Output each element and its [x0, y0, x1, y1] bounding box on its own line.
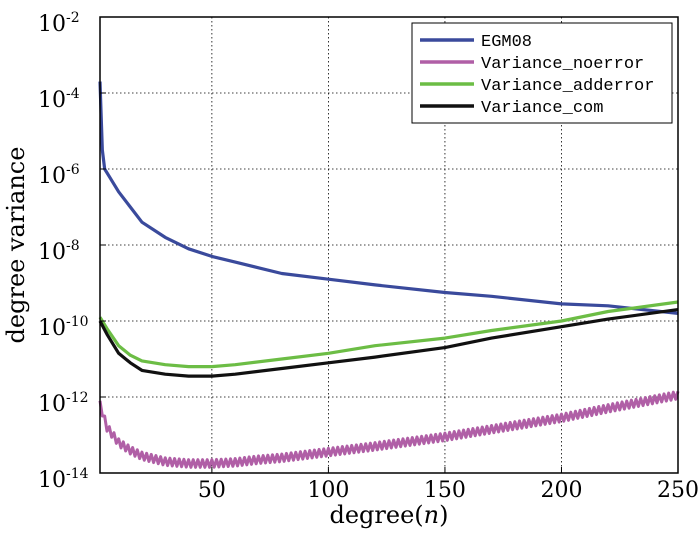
- y-axis-label: degree variance: [2, 147, 30, 344]
- legend: EGM08 Variance_noerror Variance_adderror Va…: [411, 22, 673, 124]
- x-axis-label-suffix: ): [439, 501, 448, 529]
- axis-ticks: 50 100 150 200 250 10-2 10-4 10-6 10-8 10-10 10-12…: [38, 10, 699, 503]
- x-tick-label: 250: [657, 478, 699, 503]
- legend-label: Variance_noerror: [481, 55, 644, 74]
- y-tick-label: 10-6: [38, 162, 80, 189]
- x-axis-label-prefix: degree(: [329, 501, 423, 529]
- x-axis-label: degree(n): [329, 501, 448, 529]
- series-line-0: [98, 81, 679, 315]
- y-tick-label: 10-8: [38, 238, 80, 265]
- x-axis-label-var: n: [424, 501, 439, 529]
- x-tick-label: 200: [540, 478, 582, 503]
- series-line-3: [98, 308, 679, 378]
- y-tick-label: 10-2: [38, 10, 80, 37]
- y-tick-label: 10-12: [38, 390, 89, 417]
- series-line-2: [98, 300, 679, 369]
- y-tick-label: 10-4: [38, 86, 80, 113]
- y-tick-label: 10-10: [38, 314, 89, 341]
- y-tick-label: 10-14: [38, 466, 89, 493]
- legend-label: Variance_com: [481, 99, 603, 118]
- series-line-1: [98, 390, 680, 469]
- series-lines: [98, 81, 680, 469]
- x-tick-label: 50: [198, 478, 226, 503]
- legend-entries: EGM08 Variance_noerror Variance_adderror Va…: [420, 33, 654, 118]
- x-tick-label: 100: [307, 478, 349, 503]
- legend-label: EGM08: [481, 33, 532, 52]
- x-tick-label: 150: [424, 478, 466, 503]
- legend-label: Variance_adderror: [481, 77, 654, 96]
